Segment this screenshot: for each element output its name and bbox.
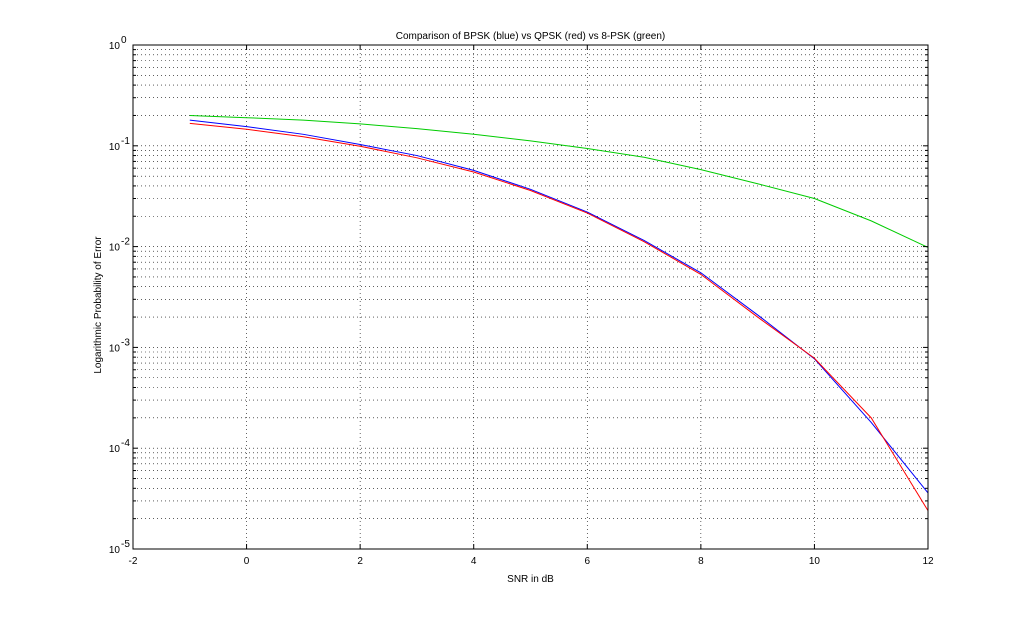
x-tick-label: 10 [809, 556, 821, 567]
y-tick-exponent: -4 [121, 438, 130, 449]
plot-area-frame [132, 44, 929, 550]
y-axis-label: Logarithmic Probability of Error [93, 236, 104, 374]
y-tick-label: 10 [109, 343, 121, 354]
x-tick-label: -2 [129, 556, 138, 567]
x-tick-label: 6 [585, 556, 591, 567]
y-tick-label: 10 [109, 545, 121, 556]
x-tick-label: 0 [244, 556, 250, 567]
x-axis-tick-labels: -2 0 2 4 6 8 10 12 [129, 556, 934, 567]
y-tick-exponent: -2 [121, 237, 130, 248]
x-tick-label: 12 [922, 556, 934, 567]
y-tick-label: 10 [109, 243, 121, 254]
y-tick-label: 10 [109, 41, 121, 52]
axis-ticks [132, 45, 929, 549]
series-line-3 [189, 114, 929, 248]
y-tick-exponent: -3 [121, 337, 130, 348]
y-tick-exponent: -5 [121, 539, 130, 550]
y-tick-exponent: 0 [121, 35, 127, 46]
x-tick-label: 8 [698, 556, 704, 567]
grid-lines [133, 45, 928, 549]
x-tick-label: 4 [471, 556, 477, 567]
y-tick-exponent: -1 [121, 136, 130, 147]
series-lines [189, 114, 929, 511]
x-tick-label: 2 [357, 556, 363, 567]
y-tick-label: 10 [109, 142, 121, 153]
y-tick-label: 10 [109, 444, 121, 455]
series-line-2 [189, 122, 929, 511]
chart-title: Comparison of BPSK (blue) vs QPSK (red) … [396, 31, 666, 42]
x-axis-label: SNR in dB [507, 574, 554, 585]
